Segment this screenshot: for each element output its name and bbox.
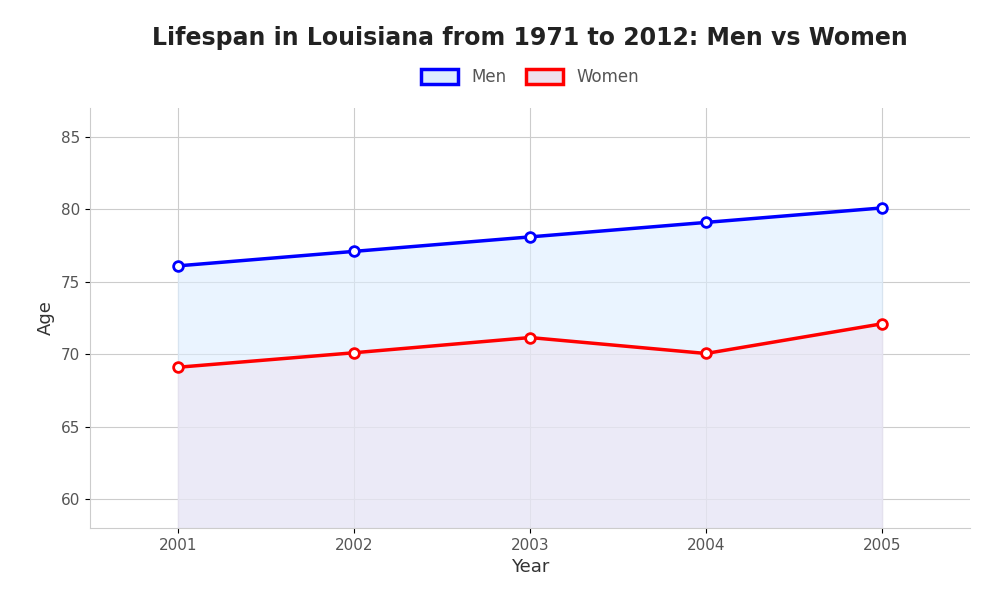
Title: Lifespan in Louisiana from 1971 to 2012: Men vs Women: Lifespan in Louisiana from 1971 to 2012:… bbox=[152, 26, 908, 50]
Y-axis label: Age: Age bbox=[37, 301, 55, 335]
Legend: Men, Women: Men, Women bbox=[414, 62, 646, 93]
X-axis label: Year: Year bbox=[511, 558, 549, 576]
